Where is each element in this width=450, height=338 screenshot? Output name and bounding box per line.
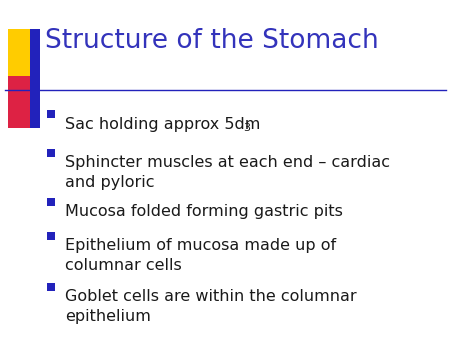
Text: Goblet cells are within the columnar
epithelium: Goblet cells are within the columnar epi… bbox=[65, 289, 357, 324]
Text: Mucosa folded forming gastric pits: Mucosa folded forming gastric pits bbox=[65, 204, 343, 219]
Text: Epithelium of mucosa made up of
columnar cells: Epithelium of mucosa made up of columnar… bbox=[65, 238, 337, 273]
Text: Structure of the Stomach: Structure of the Stomach bbox=[45, 28, 379, 53]
FancyBboxPatch shape bbox=[30, 76, 40, 128]
FancyBboxPatch shape bbox=[30, 29, 40, 81]
Text: Sphincter muscles at each end – cardiac
and pyloric: Sphincter muscles at each end – cardiac … bbox=[65, 155, 390, 190]
FancyBboxPatch shape bbox=[8, 29, 30, 81]
FancyBboxPatch shape bbox=[47, 149, 55, 157]
FancyBboxPatch shape bbox=[47, 283, 55, 291]
FancyBboxPatch shape bbox=[47, 232, 55, 240]
FancyBboxPatch shape bbox=[47, 110, 55, 118]
Text: Sac holding approx 5dm: Sac holding approx 5dm bbox=[65, 117, 261, 131]
FancyBboxPatch shape bbox=[47, 198, 55, 206]
FancyBboxPatch shape bbox=[8, 76, 30, 128]
Text: 3: 3 bbox=[243, 123, 250, 133]
